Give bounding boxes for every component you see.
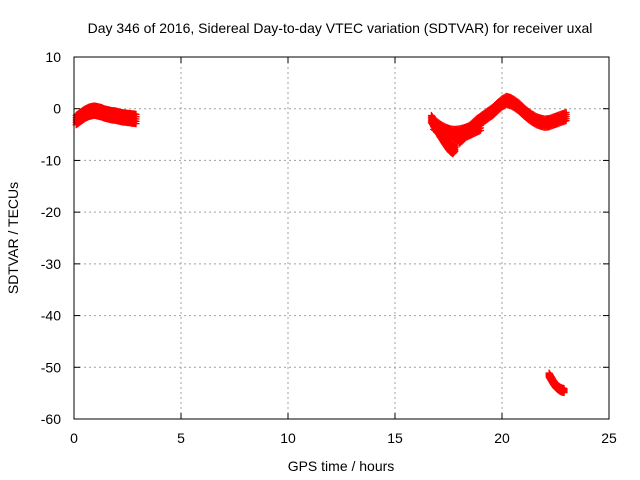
chart-title: Day 346 of 2016, Sidereal Day-to-day VTE… bbox=[88, 20, 593, 36]
y-axis-label: SDTVAR / TECUs bbox=[5, 182, 21, 294]
plot-frame bbox=[73, 56, 610, 420]
y-tick-label: -40 bbox=[41, 308, 61, 324]
x-tick-label: 15 bbox=[387, 430, 403, 446]
y-tick-label: -50 bbox=[41, 359, 61, 375]
x-tick-label: 25 bbox=[601, 430, 617, 446]
x-tick-label: 0 bbox=[70, 430, 78, 446]
x-tick-label: 10 bbox=[280, 430, 296, 446]
y-tick-label: -60 bbox=[41, 411, 61, 427]
data-point bbox=[132, 110, 140, 118]
series-arc-5 bbox=[545, 369, 568, 397]
data-points bbox=[72, 92, 570, 397]
y-tick-label: -10 bbox=[41, 152, 61, 168]
y-tick-label: -20 bbox=[41, 204, 61, 220]
x-tick-label: 20 bbox=[494, 430, 510, 446]
series-arc-1 bbox=[72, 102, 140, 129]
data-point bbox=[560, 384, 568, 392]
data-point bbox=[562, 108, 570, 116]
y-tick-label: 0 bbox=[53, 101, 61, 117]
x-axis-label: GPS time / hours bbox=[288, 458, 395, 474]
y-tick-label: 10 bbox=[45, 49, 61, 65]
axis-ticks: 0 5 10 15 20 25 10 0 -10 -20 -30 -40 -50 -60 bbox=[41, 49, 617, 446]
series-arc-4 bbox=[455, 92, 570, 148]
y-tick-label: -30 bbox=[41, 256, 61, 272]
x-tick-label: 5 bbox=[177, 430, 185, 446]
